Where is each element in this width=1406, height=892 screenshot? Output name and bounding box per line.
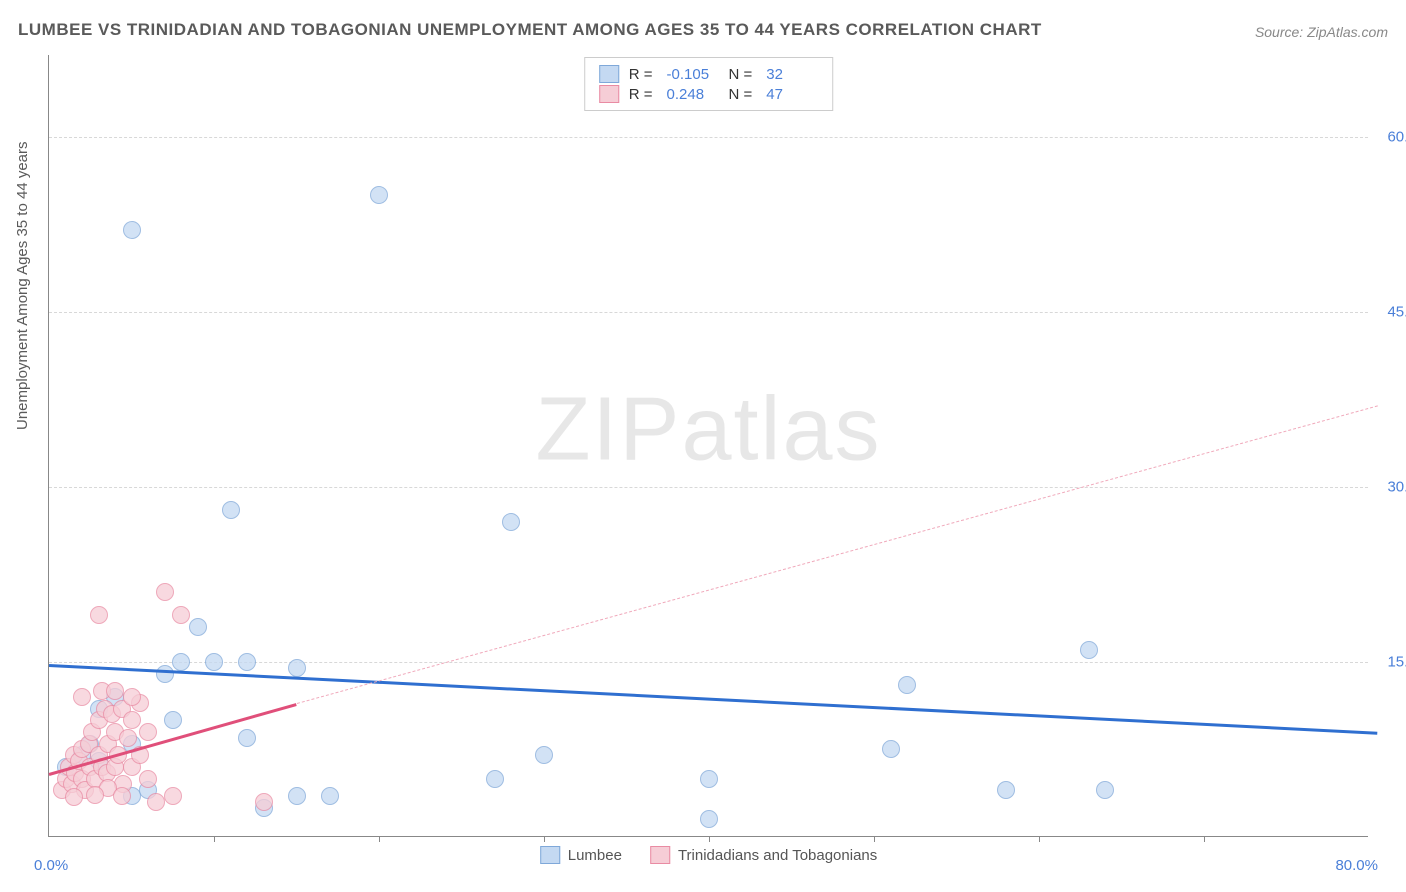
- trend-line: [49, 664, 1377, 735]
- data-point: [238, 653, 256, 671]
- data-point: [73, 688, 91, 706]
- data-point: [156, 583, 174, 601]
- plot-area: ZIPatlas R =-0.105N =32R = 0.248N =47 Lu…: [48, 55, 1368, 837]
- data-point: [172, 606, 190, 624]
- n-label: N =: [729, 66, 753, 83]
- legend-swatch: [599, 85, 619, 103]
- data-point: [700, 810, 718, 828]
- legend-swatch: [599, 65, 619, 83]
- legend-row: R = 0.248 N = 47: [599, 84, 819, 104]
- data-point: [535, 746, 553, 764]
- x-tick: [1039, 836, 1040, 842]
- data-point: [139, 770, 157, 788]
- y-tick-label: 60.0%: [1387, 128, 1406, 145]
- data-point: [321, 787, 339, 805]
- legend-swatch: [650, 846, 670, 864]
- correlation-chart: LUMBEE VS TRINIDADIAN AND TOBAGONIAN UNE…: [0, 0, 1406, 892]
- data-point: [189, 618, 207, 636]
- data-point: [502, 513, 520, 531]
- x-tick: [874, 836, 875, 842]
- data-point: [90, 606, 108, 624]
- y-tick-label: 45.0%: [1387, 303, 1406, 320]
- data-point: [997, 781, 1015, 799]
- legend-swatch: [540, 846, 560, 864]
- legend-item: Trinidadians and Tobagonians: [650, 846, 877, 864]
- n-value: 32: [766, 66, 818, 83]
- y-tick-label: 15.0%: [1387, 653, 1406, 670]
- r-label: R =: [629, 86, 653, 103]
- gridline: [49, 137, 1368, 138]
- data-point: [222, 501, 240, 519]
- data-point: [486, 770, 504, 788]
- data-point: [255, 793, 273, 811]
- correlation-legend: R = -0.105 N = 32 R = 0.248 N = 47: [584, 57, 834, 111]
- legend-label: Trinidadians and Tobagonians: [678, 847, 877, 864]
- data-point: [123, 688, 141, 706]
- source-attribution: Source: ZipAtlas.com: [1255, 24, 1388, 40]
- data-point: [147, 793, 165, 811]
- data-point: [164, 787, 182, 805]
- data-point: [123, 711, 141, 729]
- x-tick: [214, 836, 215, 842]
- x-tick-max: 80.0%: [1335, 857, 1378, 874]
- data-point: [370, 186, 388, 204]
- legend-label: Lumbee: [568, 847, 622, 864]
- x-tick: [544, 836, 545, 842]
- n-value: 47: [766, 86, 818, 103]
- series-legend: Lumbee Trinidadians and Tobagonians: [540, 846, 878, 864]
- data-point: [1096, 781, 1114, 799]
- gridline: [49, 487, 1368, 488]
- data-point: [123, 221, 141, 239]
- data-point: [700, 770, 718, 788]
- data-point: [898, 676, 916, 694]
- gridline: [49, 312, 1368, 313]
- trend-line: [296, 405, 1377, 704]
- data-point: [113, 787, 131, 805]
- data-point: [205, 653, 223, 671]
- r-value: 0.248: [667, 86, 719, 103]
- y-axis-label: Unemployment Among Ages 35 to 44 years: [14, 141, 31, 430]
- x-tick-min: 0.0%: [34, 857, 68, 874]
- data-point: [156, 665, 174, 683]
- n-label: N =: [729, 86, 753, 103]
- data-point: [65, 788, 83, 806]
- data-point: [288, 787, 306, 805]
- chart-title: LUMBEE VS TRINIDADIAN AND TOBAGONIAN UNE…: [18, 20, 1042, 40]
- data-point: [164, 711, 182, 729]
- r-value: -0.105: [667, 66, 719, 83]
- data-point: [86, 786, 104, 804]
- data-point: [172, 653, 190, 671]
- y-tick-label: 30.0%: [1387, 478, 1406, 495]
- r-label: R =: [629, 66, 653, 83]
- data-point: [139, 723, 157, 741]
- data-point: [238, 729, 256, 747]
- legend-item: Lumbee: [540, 846, 622, 864]
- legend-row: R = -0.105 N = 32: [599, 64, 819, 84]
- data-point: [119, 729, 137, 747]
- x-tick: [709, 836, 710, 842]
- data-point: [106, 682, 124, 700]
- watermark: ZIPatlas: [535, 378, 881, 481]
- data-point: [1080, 641, 1098, 659]
- x-tick: [1204, 836, 1205, 842]
- x-tick: [379, 836, 380, 842]
- data-point: [288, 659, 306, 677]
- data-point: [882, 740, 900, 758]
